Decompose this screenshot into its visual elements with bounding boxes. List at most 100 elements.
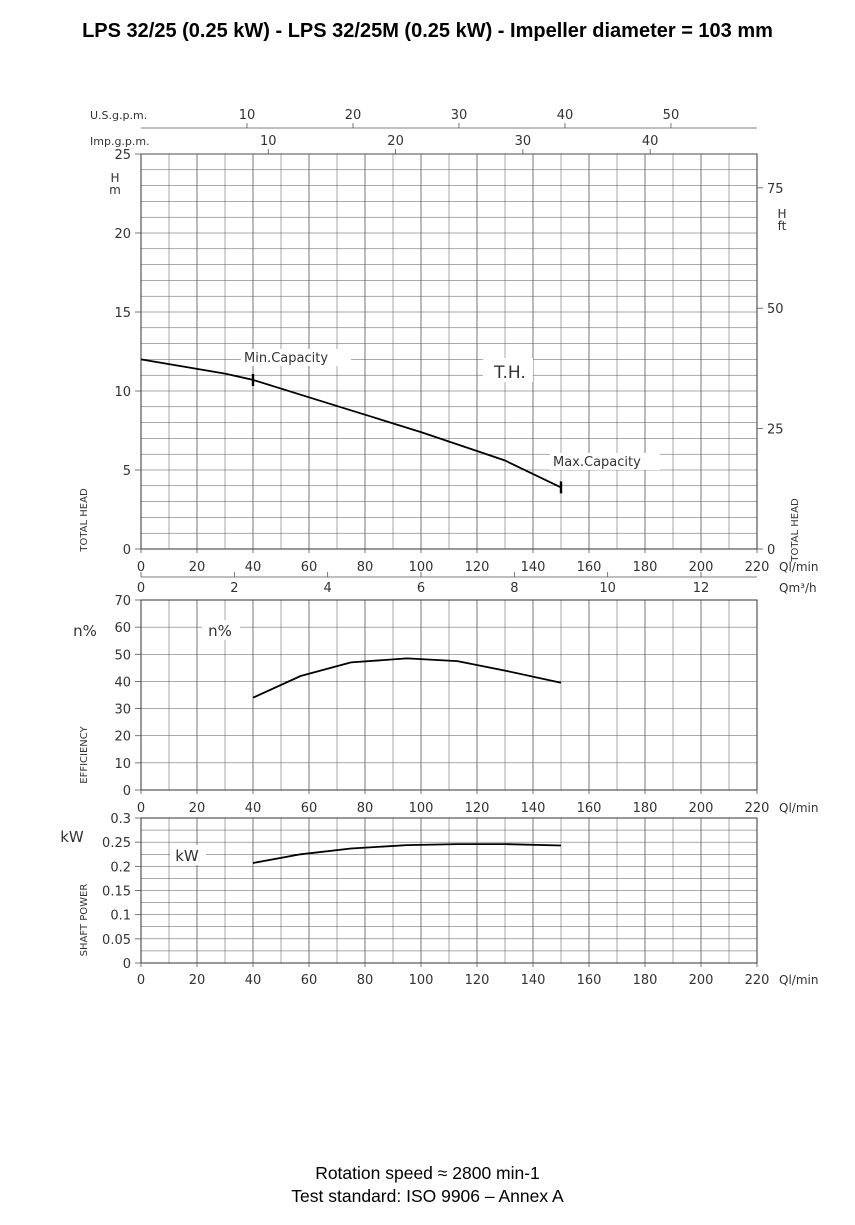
y-tick-label: 30 [114,703,131,718]
x-tick-label: 120 [465,560,490,575]
x-tick-label: 100 [409,973,434,988]
x-tick-label: 80 [357,973,374,988]
y2-tick-label: 50 [767,302,784,317]
y-tick-label: 60 [114,621,131,636]
y-tick-label: 0.3 [110,812,131,827]
y2-axis-label: TOTAL HEAD [790,498,801,563]
top-axis-tick-label: 40 [557,108,574,123]
bottom-axis2-tick-label: 4 [324,581,332,596]
capacity-annotation: Min.Capacity [244,351,328,366]
x-tick-label: 20 [189,560,206,575]
x-tick-label: 20 [189,801,206,816]
series-label: n% [208,622,232,640]
x-tick-label: 0 [137,560,145,575]
x-tick-label: 100 [409,801,434,816]
x-axis-unit-label: Ql/min [779,973,818,987]
y-unit-label: kW [60,828,84,846]
x-tick-label: 160 [577,560,602,575]
x-tick-label: 0 [137,973,145,988]
x-tick-label: 180 [633,560,658,575]
x-tick-label: 220 [745,801,770,816]
x-tick-label: 140 [521,560,546,575]
top-axis-label: Imp.g.p.m. [90,135,150,148]
x-tick-label: 200 [689,973,714,988]
series-line [252,657,562,699]
test-standard-note: Test standard: ISO 9906 – Annex A [291,1186,564,1206]
bottom-axis2-tick-label: 6 [417,581,425,596]
y-tick-label: 0 [123,784,131,799]
rotation-speed-note: Rotation speed ≈ 2800 min-1 [315,1163,540,1183]
y-tick-label: 40 [114,675,131,690]
series-label: kW [175,847,199,865]
x-tick-label: 40 [245,560,262,575]
chart-title: LPS 32/25 (0.25 kW) - LPS 32/25M (0.25 k… [82,20,773,42]
x-tick-label: 120 [465,801,490,816]
series-label-bg [202,620,240,640]
y-tick-label: 0.05 [102,933,131,948]
x-tick-label: 100 [409,560,434,575]
y2-tick-label: 0 [767,543,775,558]
bottom-axis2-tick-label: 10 [599,581,616,596]
annotation-bg [550,453,660,470]
y-tick-label: 20 [114,730,131,745]
top-axis-tick-label: 20 [387,134,404,149]
x-tick-label: 40 [245,973,262,988]
x-tick-label: 220 [745,560,770,575]
x-tick-label: 60 [301,973,318,988]
series-label-bg [170,845,206,865]
y2-tick-label: 25 [767,423,784,438]
x-tick-label: 120 [465,973,490,988]
x-tick-label: 140 [521,801,546,816]
series-line [252,843,562,864]
y2-unit-label: ft [778,219,787,233]
x-tick-label: 200 [689,560,714,575]
bottom-axis2-tick-label: 8 [510,581,518,596]
y-tick-label: 20 [114,227,131,242]
x-tick-label: 180 [633,973,658,988]
series-label: T.H. [493,363,526,383]
top-axis-tick-label: 30 [451,108,468,123]
x-tick-label: 220 [745,973,770,988]
top-axis-tick-label: 20 [345,108,362,123]
x-tick-label: 80 [357,560,374,575]
x-tick-label: 0 [137,801,145,816]
series-label-bg [483,358,533,382]
y-tick-label: 15 [114,306,131,321]
y2-tick-label: 75 [767,182,784,197]
y-tick-label: 0.2 [110,860,131,875]
bottom-axis2-tick-label: 0 [137,581,145,596]
y-unit-label: H [110,171,119,185]
y-tick-label: 25 [114,148,131,163]
x-tick-label: 160 [577,801,602,816]
y-axis-label: EFFICIENCY [79,725,90,783]
x-tick-label: 20 [189,973,206,988]
x-tick-label: 160 [577,973,602,988]
top-axis-label: U.S.g.p.m. [90,109,147,122]
y-tick-label: 0 [123,543,131,558]
y-tick-label: 0.25 [102,836,131,851]
top-axis-tick-label: 10 [260,134,277,149]
y-unit-label: m [109,183,121,197]
top-axis-tick-label: 40 [642,134,659,149]
x-axis-unit-label: Ql/min [779,801,818,815]
annotation-bg [241,349,351,366]
bottom-axis2-tick-label: 12 [693,581,710,596]
x-tick-label: 140 [521,973,546,988]
y-tick-label: 0 [123,957,131,972]
plot-frame [140,599,758,791]
series-line [140,358,562,489]
y2-unit-label: H [777,207,786,221]
y-tick-label: 70 [114,594,131,609]
y-tick-label: 10 [114,385,131,400]
x-axis-unit-label: Ql/min [779,560,818,574]
top-axis-tick-label: 30 [515,134,532,149]
y-tick-label: 10 [114,757,131,772]
y-tick-label: 50 [114,648,131,663]
top-axis-tick-label: 50 [663,108,680,123]
bottom-axis2-unit: Qm³/h [779,581,817,595]
x-tick-label: 180 [633,801,658,816]
y-tick-label: 0.15 [102,885,131,900]
top-axis-tick-label: 10 [239,108,256,123]
capacity-annotation: Max.Capacity [553,455,641,470]
